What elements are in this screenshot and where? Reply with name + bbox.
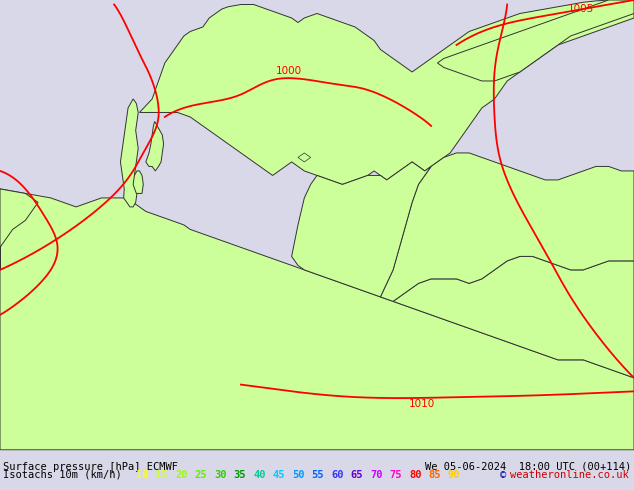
Text: 50: 50 xyxy=(292,470,304,480)
Text: weatheronline.co.uk: weatheronline.co.uk xyxy=(510,470,629,480)
Text: ©: © xyxy=(500,470,507,480)
Text: 45: 45 xyxy=(273,470,285,480)
Text: 20: 20 xyxy=(175,470,188,480)
Text: Surface pressure [hPa] ECMWF: Surface pressure [hPa] ECMWF xyxy=(3,462,178,472)
Text: 15: 15 xyxy=(155,470,168,480)
Polygon shape xyxy=(133,171,143,194)
Text: We 05-06-2024  18:00 UTC (00+114): We 05-06-2024 18:00 UTC (00+114) xyxy=(425,462,631,472)
Polygon shape xyxy=(437,0,634,81)
Polygon shape xyxy=(139,0,634,184)
Text: 1005: 1005 xyxy=(567,4,593,14)
Polygon shape xyxy=(292,162,431,297)
Text: 75: 75 xyxy=(389,470,402,480)
Text: 1000: 1000 xyxy=(276,66,302,76)
Text: 25: 25 xyxy=(195,470,207,480)
Text: 1010: 1010 xyxy=(409,399,435,409)
Text: 85: 85 xyxy=(429,470,441,480)
Text: 35: 35 xyxy=(233,470,246,480)
Text: 30: 30 xyxy=(214,470,226,480)
Text: 90: 90 xyxy=(448,470,460,480)
Polygon shape xyxy=(146,122,164,171)
Text: Isotachs 10m (km/h): Isotachs 10m (km/h) xyxy=(3,470,134,480)
Polygon shape xyxy=(298,153,311,162)
Text: 40: 40 xyxy=(253,470,266,480)
Text: 70: 70 xyxy=(370,470,382,480)
Text: 80: 80 xyxy=(409,470,422,480)
Polygon shape xyxy=(380,153,634,301)
Text: 55: 55 xyxy=(311,470,324,480)
Polygon shape xyxy=(0,189,634,450)
Text: 65: 65 xyxy=(351,470,363,480)
Polygon shape xyxy=(393,256,634,378)
Polygon shape xyxy=(120,99,138,207)
Text: 10: 10 xyxy=(136,470,148,480)
Polygon shape xyxy=(0,189,38,270)
Text: 60: 60 xyxy=(331,470,344,480)
